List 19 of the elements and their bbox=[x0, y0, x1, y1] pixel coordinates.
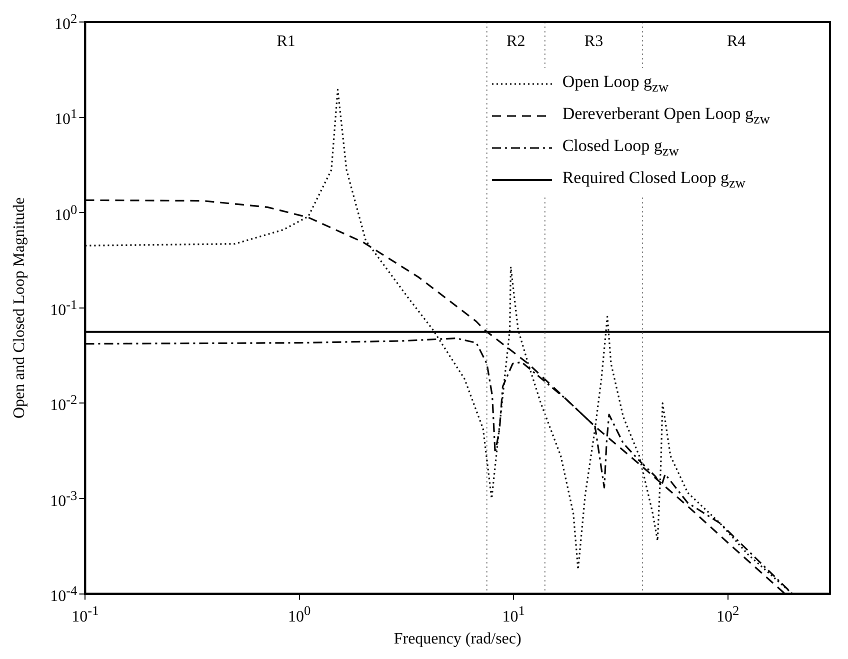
y-tick-label: 10$^{-2}$ bbox=[50, 391, 78, 416]
x-tick-label: 10$^{0}$ bbox=[288, 602, 311, 626]
y-tick-label: 10$^{-1}$ bbox=[50, 296, 78, 320]
y-tick-label: 10$^{2}$ bbox=[54, 10, 78, 34]
y-tick-label: 10$^{-3}$ bbox=[50, 486, 78, 511]
annotation: R3 bbox=[584, 33, 604, 50]
legend-label: Closed Loop g$_{zw}$ bbox=[562, 136, 679, 160]
x-tick-label: 10$^{2}$ bbox=[716, 602, 740, 626]
x-axis-title: Frequency (rad/sec) bbox=[394, 630, 522, 648]
annotation: R2 bbox=[506, 33, 526, 50]
legend-label: Dereverberant Open Loop g$_{zw}$ bbox=[562, 104, 770, 128]
y-tick-label: 10$^{1}$ bbox=[54, 105, 78, 130]
x-tick-label: 10$^{1}$ bbox=[502, 602, 525, 626]
annotation: R4 bbox=[726, 33, 746, 50]
y-tick-label: 10$^{0}$ bbox=[54, 200, 78, 225]
y-axis-title: Open and Closed Loop Magnitude bbox=[10, 197, 28, 419]
legend-label: Required Closed Loop g$_{zw}$ bbox=[562, 168, 746, 192]
annotation: R1 bbox=[276, 33, 296, 50]
legend-label: Open Loop g$_{zw}$ bbox=[562, 72, 669, 96]
